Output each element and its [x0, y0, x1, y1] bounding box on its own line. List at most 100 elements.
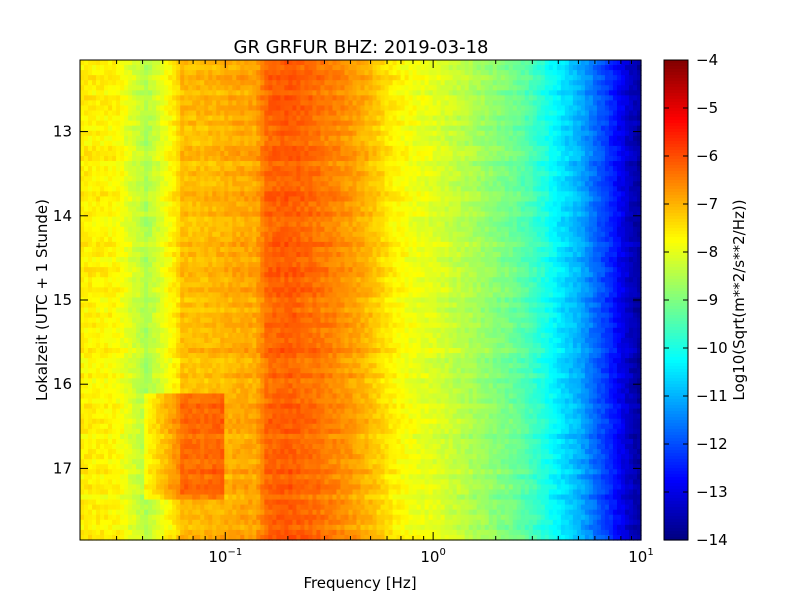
heatmap-cell: [228, 115, 233, 122]
heatmap-cell: [256, 105, 261, 112]
heatmap-cell: [172, 196, 177, 203]
heatmap-cell: [612, 171, 618, 177]
heatmap-cell: [632, 181, 638, 187]
heatmap-cell: [348, 191, 354, 198]
heatmap-cell: [392, 166, 398, 172]
heatmap-cell: [568, 221, 574, 228]
heatmap-cell: [444, 120, 450, 127]
heatmap-cell: [252, 186, 257, 192]
heatmap-cell: [560, 181, 566, 187]
heatmap-cell: [628, 181, 634, 187]
heatmap-cell: [484, 161, 490, 167]
heatmap-cell: [512, 216, 518, 223]
heatmap-cell: [236, 171, 241, 177]
heatmap-cell: [360, 231, 366, 238]
heatmap-cell: [556, 100, 562, 107]
heatmap-cell: [336, 156, 342, 162]
heatmap-cell: [320, 65, 326, 71]
heatmap-cell: [204, 105, 209, 112]
heatmap-cell: [520, 115, 526, 122]
heatmap-cell: [524, 140, 530, 147]
heatmap-cell: [180, 216, 185, 223]
heatmap-cell: [500, 85, 506, 91]
heatmap-cell: [528, 186, 534, 192]
heatmap-cell: [528, 201, 534, 208]
heatmap-cell: [256, 90, 261, 96]
heatmap-cell: [516, 130, 522, 137]
heatmap-cell: [588, 196, 594, 203]
heatmap-cell: [100, 191, 105, 198]
heatmap-cell: [532, 90, 538, 96]
heatmap-cell: [528, 181, 534, 187]
heatmap-cell: [176, 150, 181, 157]
heatmap-cell: [284, 115, 289, 122]
heatmap-cell: [192, 176, 197, 182]
heatmap-cell: [288, 120, 293, 127]
heatmap-cell: [308, 221, 314, 228]
heatmap-cell: [176, 125, 181, 132]
heatmap-cell: [276, 186, 281, 192]
heatmap-cell: [264, 65, 269, 71]
heatmap-cell: [416, 125, 422, 132]
heatmap-cell: [308, 125, 314, 132]
heatmap-cell: [572, 211, 578, 218]
heatmap-cell: [572, 161, 578, 167]
heatmap-cell: [264, 85, 269, 91]
heatmap-cell: [396, 156, 402, 162]
heatmap-cell: [436, 105, 442, 112]
heatmap-cell: [280, 60, 285, 66]
heatmap-cell: [100, 140, 105, 147]
heatmap-cell: [604, 156, 610, 162]
heatmap-cell: [596, 70, 602, 76]
heatmap-cell: [240, 206, 245, 213]
heatmap-cell: [516, 120, 522, 127]
heatmap-cell: [344, 60, 350, 66]
heatmap-cell: [288, 85, 293, 91]
heatmap-cell: [212, 236, 217, 243]
heatmap-cell: [300, 140, 305, 147]
heatmap-cell: [400, 75, 406, 81]
heatmap-cell: [504, 65, 510, 71]
heatmap-cell: [336, 60, 342, 66]
heatmap-cell: [624, 80, 630, 86]
heatmap-cell: [308, 110, 314, 117]
heatmap-cell: [568, 95, 574, 102]
heatmap-cell: [340, 150, 346, 157]
heatmap-cell: [568, 75, 574, 81]
heatmap-cell: [560, 211, 566, 218]
heatmap-cell: [544, 90, 550, 96]
heatmap-cell: [468, 206, 474, 213]
heatmap-cell: [556, 60, 562, 66]
heatmap-cell: [424, 140, 430, 147]
heatmap-cell: [188, 115, 193, 122]
heatmap-cell: [596, 221, 602, 228]
heatmap-cell: [356, 206, 362, 213]
heatmap-cell: [480, 115, 486, 122]
heatmap-cell: [428, 156, 434, 162]
heatmap-cell: [336, 110, 342, 117]
heatmap-cell: [264, 70, 269, 76]
heatmap-cell: [604, 231, 610, 238]
heatmap-cell: [524, 211, 530, 218]
heatmap-cell: [440, 226, 446, 233]
heatmap-cell: [92, 65, 97, 71]
heatmap-cell: [320, 105, 326, 112]
heatmap-cell: [280, 236, 285, 243]
heatmap-cell: [440, 120, 446, 127]
heatmap-cell: [432, 150, 438, 157]
heatmap-cell: [356, 186, 362, 192]
heatmap-cell: [92, 196, 97, 203]
heatmap-cell: [184, 125, 189, 132]
heatmap-cell: [440, 75, 446, 81]
heatmap-cell: [420, 85, 426, 91]
heatmap-cell: [560, 201, 566, 208]
heatmap-cell: [232, 145, 237, 152]
heatmap-cell: [236, 110, 241, 117]
heatmap-cell: [236, 120, 241, 127]
heatmap-cell: [188, 75, 193, 81]
heatmap-cell: [384, 196, 390, 203]
heatmap-cell: [436, 135, 442, 142]
heatmap-cell: [408, 80, 414, 86]
heatmap-cell: [612, 80, 618, 86]
heatmap-cell: [400, 115, 406, 122]
